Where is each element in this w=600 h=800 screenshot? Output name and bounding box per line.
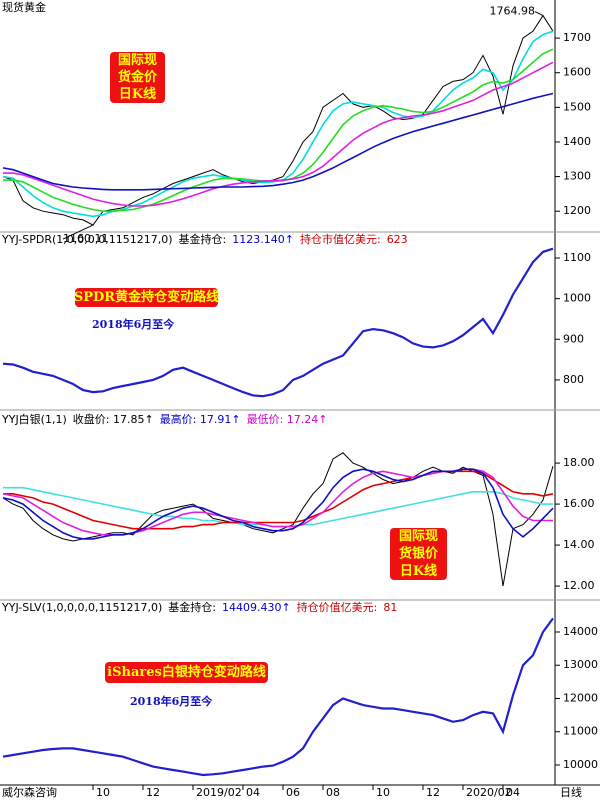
panel-header: 基金持仓: — [179, 232, 227, 246]
y-tick-label: 1700 — [563, 31, 591, 44]
panel-header: 持仓市值亿美元: — [300, 232, 381, 246]
x-tick-label: 04 — [506, 786, 520, 799]
series-line — [2, 468, 554, 540]
x-tick-label: 12 — [426, 786, 440, 799]
y-tick-label: 12000 — [563, 691, 598, 704]
label-box-text: 国际现 — [118, 53, 157, 68]
x-tick-label: 10 — [96, 786, 110, 799]
series-line — [2, 14, 554, 226]
label-box-text: 日K线 — [400, 563, 437, 579]
y-tick-label: 14.00 — [563, 538, 595, 551]
y-tick-label: 13000 — [563, 658, 598, 671]
panel-header: YYJ-SPDR(1,0,0,0,0,1151217,0) — [1, 233, 173, 246]
source: 威尔森咨询 — [2, 785, 57, 799]
label-box — [110, 52, 165, 103]
y-tick-label: 1600 — [563, 66, 591, 79]
y-tick-label: 900 — [563, 332, 584, 345]
label-box-text: 日K线 — [119, 86, 156, 102]
panel-header: 基金持仓: — [168, 600, 216, 614]
y-tick-label: 800 — [563, 373, 584, 386]
y-tick-label: 1100 — [563, 251, 591, 264]
note: 2018年6月至今 — [92, 317, 175, 331]
low-annotation: 1160.11 — [63, 232, 109, 245]
label-box-text: 货金价 — [118, 69, 158, 85]
panel-header: YYJ-SLV(1,0,0,0,0,1151217,0) — [1, 601, 162, 614]
series-line — [3, 470, 554, 530]
label-box-text: 货银价 — [399, 546, 439, 562]
y-tick-label: 1300 — [563, 170, 591, 183]
panel-header: 持仓价值亿美元: — [297, 600, 378, 614]
series-line — [3, 61, 554, 207]
high-annotation: 1764.98 — [490, 5, 536, 18]
label-box-text: iShares白银持仓变动路线 — [107, 664, 266, 680]
label-box-text: 国际现 — [399, 529, 438, 544]
panel-header: 最低价: 17.24↑ — [247, 413, 328, 426]
y-tick-label: 10000 — [563, 758, 598, 771]
y-tick-label: 11000 — [563, 725, 598, 738]
series-line — [2, 247, 554, 398]
panel-header: 623 — [387, 233, 408, 246]
chart-title: 现货黄金 — [2, 0, 46, 14]
note: 2018年6月至今 — [130, 694, 213, 708]
x-tick-label: 06 — [286, 786, 300, 799]
x-tick-label: 2020/02 — [466, 786, 512, 799]
x-tick-label: 12 — [146, 786, 160, 799]
label-box-text: SPDR黄金持仓变动路线 — [74, 289, 219, 305]
panel-header: 最高价: 17.91↑ — [160, 412, 241, 426]
x-tick-label: 04 — [246, 786, 260, 799]
y-tick-label: 12.00 — [563, 579, 595, 592]
x-tick-label: 10 — [376, 786, 390, 799]
panel-header: 81 — [383, 601, 397, 614]
x-tick-label: 08 — [326, 786, 340, 799]
annotation-arrow — [534, 11, 544, 17]
y-tick-label: 18.00 — [563, 456, 595, 469]
panel-header: 14409.430↑ — [222, 601, 291, 614]
annotation-arrow — [62, 224, 94, 240]
series-line — [2, 617, 554, 777]
x-tick-label: 2019/02 — [196, 786, 242, 799]
period: 日线 — [560, 785, 582, 799]
label-box — [75, 288, 218, 307]
panel-header: 收盘价: 17.85↑ — [73, 412, 154, 426]
label-box — [390, 528, 447, 580]
series-line — [2, 92, 554, 191]
y-tick-label: 14000 — [563, 625, 598, 638]
panel-header: YYJ白银(1,1) — [1, 412, 67, 426]
y-tick-label: 1200 — [563, 204, 591, 217]
panel-header: 1123.140↑ — [232, 233, 294, 246]
y-tick-label: 16.00 — [563, 497, 595, 510]
y-tick-label: 1500 — [563, 100, 591, 113]
y-tick-label: 1400 — [563, 135, 591, 148]
label-box — [105, 662, 268, 683]
y-tick-label: 1000 — [563, 292, 591, 305]
